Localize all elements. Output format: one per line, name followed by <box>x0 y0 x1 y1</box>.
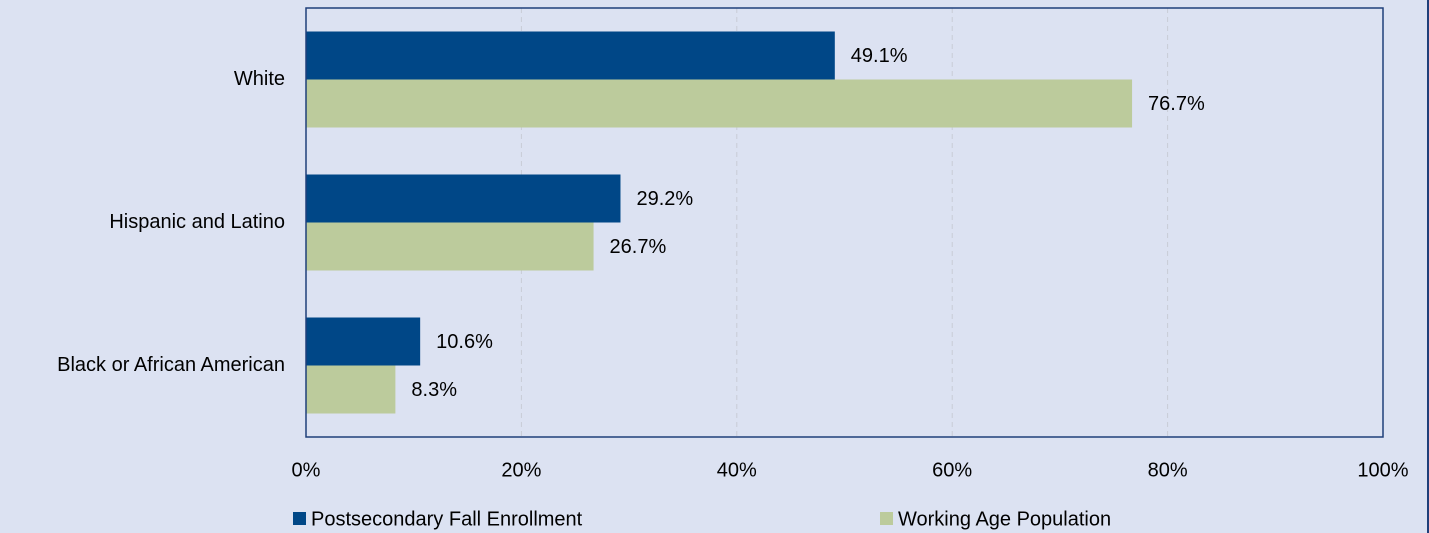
value-label: 29.2% <box>636 188 693 210</box>
edge <box>1427 0 1429 533</box>
bar <box>306 317 421 366</box>
legend-label: Working Age Population <box>898 508 1111 530</box>
value-label: 10.6% <box>436 331 493 353</box>
y-tick-label: Hispanic and Latino <box>109 211 285 233</box>
bar <box>306 365 396 414</box>
value-label: 76.7% <box>1148 93 1205 115</box>
x-tick-label: 100% <box>1357 459 1408 481</box>
bar <box>306 79 1133 128</box>
x-tick-label: 0% <box>292 459 321 481</box>
bar <box>306 174 621 223</box>
y-tick-label: Black or African American <box>57 354 285 376</box>
x-tick-label: 60% <box>932 459 972 481</box>
legend-swatch <box>293 512 306 525</box>
x-tick-label: 80% <box>1148 459 1188 481</box>
bar <box>306 31 835 80</box>
legend-swatch <box>880 512 893 525</box>
legend-label: Postsecondary Fall Enrollment <box>311 508 583 530</box>
y-tick-label: White <box>234 68 285 90</box>
plot-border <box>305 7 1384 438</box>
value-label: 8.3% <box>411 379 457 401</box>
value-label: 49.1% <box>851 45 908 67</box>
bar <box>306 222 594 271</box>
x-tick-label: 40% <box>717 459 757 481</box>
value-label: 26.7% <box>610 236 667 258</box>
x-tick-label: 20% <box>501 459 541 481</box>
